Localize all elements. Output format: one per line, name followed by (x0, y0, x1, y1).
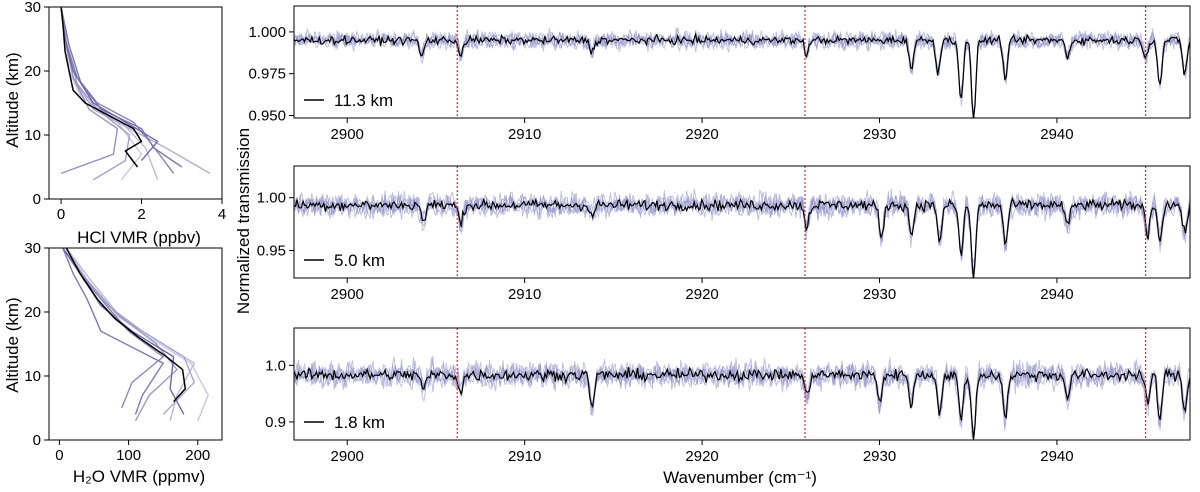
legend-label: 1.8 km (334, 413, 385, 432)
mean-profile-line (60, 6, 143, 168)
spectrum-line (294, 356, 1190, 438)
x-tick-label: 2910 (508, 126, 541, 143)
shared-ylabel: Normalized transmission (234, 128, 253, 314)
y-tick-label: 20 (24, 304, 41, 321)
y-tick-label: 10 (24, 368, 41, 385)
y-tick-label: 20 (24, 63, 41, 80)
x-tick-label: 2920 (685, 448, 718, 465)
x-tick-label: 2900 (331, 286, 364, 303)
x-tick-label: 200 (185, 447, 210, 464)
spectrum-panel-bottom: 2900 2910 2920 2930 2940 0.9 1.0 1.8 km (265, 327, 1191, 465)
mean-spectrum-line (294, 366, 1190, 440)
y-tick-label: 1.000 (248, 24, 286, 41)
plot-area (294, 328, 1190, 440)
hcl-profile-panel: 0 2 4 0 10 20 30 (24, 0, 226, 223)
profile-line (60, 6, 183, 168)
x-tick-label: 2930 (863, 286, 896, 303)
profile-line (60, 6, 211, 175)
plot-area (294, 166, 1190, 278)
mean-spectrum-line (294, 196, 1190, 278)
profile-line (60, 6, 143, 181)
shared-xlabel: Wavenumber (cm⁻¹) (663, 468, 817, 487)
x-tick-label: 2920 (685, 126, 718, 143)
spectrum-line (294, 357, 1190, 430)
y-tick-label: 30 (24, 0, 41, 16)
h2o-ylabel: Altitude (km) (3, 297, 22, 392)
axes-frame (293, 327, 1191, 441)
axes-frame (48, 6, 223, 200)
y-tick-label: 10 (24, 127, 41, 144)
axes-frame (293, 165, 1191, 279)
spectrum-panel-top: 2900 2910 2920 2930 2940 0.950 0.975 1.000 11.3 … (248, 5, 1191, 143)
profile-line (65, 247, 196, 421)
x-tick-label: 2930 (863, 126, 896, 143)
x-tick-label: 0 (55, 447, 63, 464)
x-tick-label: 2910 (508, 286, 541, 303)
x-tick-label: 2900 (331, 448, 364, 465)
spectrum-line (294, 27, 1190, 118)
y-tick-label: 0.95 (257, 243, 286, 260)
axes-frame (48, 247, 223, 441)
y-tick-label: 0.9 (265, 414, 286, 431)
x-tick-label: 4 (218, 206, 226, 223)
h2o-profile-panel: 0 100 200 0 10 20 30 (24, 240, 223, 464)
y-tick-label: 0 (33, 432, 41, 449)
y-tick-label: 0.975 (248, 66, 286, 83)
x-tick-label: 2930 (863, 448, 896, 465)
y-tick-label: 30 (24, 240, 41, 257)
spectrum-line (294, 359, 1190, 437)
spectrum-line (294, 190, 1190, 275)
x-tick-label: 100 (116, 447, 141, 464)
x-tick-label: 0 (57, 206, 65, 223)
x-tick-label: 2920 (685, 286, 718, 303)
x-tick-label: 2940 (1040, 126, 1073, 143)
mean-spectrum-line (294, 32, 1190, 118)
profile-line (60, 6, 159, 162)
profile-line (62, 247, 165, 409)
y-tick-label: 1.00 (257, 190, 286, 207)
profile-line (60, 6, 131, 181)
y-tick-label: 0.950 (248, 107, 286, 124)
y-tick-label: 1.0 (265, 357, 286, 374)
spectrum-line (294, 355, 1190, 440)
x-tick-label: 2900 (331, 126, 364, 143)
profile-line (62, 247, 178, 422)
y-tick-label: 0 (33, 191, 41, 208)
x-tick-label: 2910 (508, 448, 541, 465)
mean-profile-line (65, 247, 187, 403)
hcl-ylabel: Altitude (km) (3, 52, 22, 147)
x-tick-label: 2940 (1040, 448, 1073, 465)
spectrum-panel-middle: 2900 2910 2920 2930 2940 0.95 1.00 5.0 km (257, 165, 1191, 303)
x-tick-label: 2940 (1040, 286, 1073, 303)
profile-line (60, 6, 119, 175)
hcl-xlabel: HCl VMR (ppbv) (77, 228, 201, 247)
legend-label: 5.0 km (334, 251, 385, 270)
h2o-xlabel: H₂O VMR (ppmv) (73, 467, 205, 486)
profile-line (62, 247, 165, 415)
plot-area (294, 6, 1190, 118)
axes-frame (293, 5, 1191, 119)
x-tick-label: 2 (137, 206, 145, 223)
legend-label: 11.3 km (334, 91, 393, 110)
